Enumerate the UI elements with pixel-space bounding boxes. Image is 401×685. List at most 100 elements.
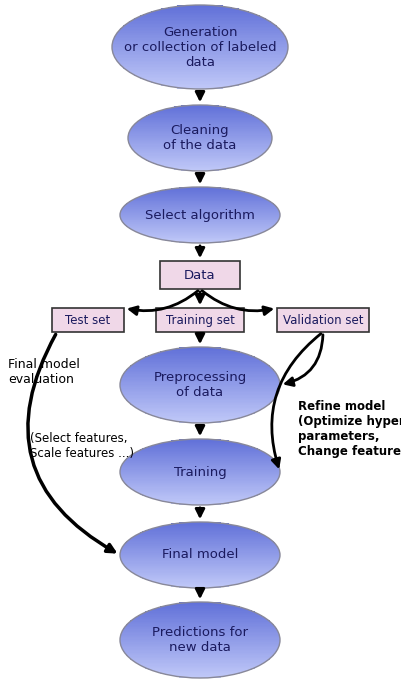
Bar [121, 379, 279, 382]
Bar [156, 10, 244, 12]
Bar [129, 132, 271, 134]
Bar [129, 142, 271, 144]
Bar [148, 355, 252, 357]
Bar [113, 40, 287, 42]
Bar [124, 482, 276, 484]
Bar [156, 582, 245, 583]
Bar [148, 446, 252, 447]
Bar [125, 625, 275, 627]
Bar [113, 41, 288, 43]
Bar [152, 445, 248, 447]
Bar [121, 388, 279, 390]
Bar [164, 109, 236, 110]
Bar [122, 376, 278, 377]
Bar [122, 209, 279, 210]
Text: Select algorithm: Select algorithm [145, 208, 255, 221]
Bar [121, 378, 279, 380]
Bar [112, 48, 288, 50]
Bar [129, 656, 271, 658]
Bar [127, 23, 273, 25]
Bar [179, 586, 221, 588]
Bar [145, 412, 255, 414]
Bar [136, 451, 264, 453]
Bar [124, 481, 277, 482]
Bar [147, 79, 253, 82]
Bar [160, 525, 240, 527]
Bar [160, 238, 240, 240]
Bar [122, 560, 279, 562]
Bar [130, 621, 269, 622]
Bar [121, 211, 279, 212]
Bar [154, 162, 247, 164]
Bar [152, 528, 248, 530]
Text: Cleaning
of the data: Cleaning of the data [163, 124, 237, 152]
Bar [120, 553, 280, 554]
Bar [168, 7, 232, 9]
Bar [120, 474, 280, 475]
Bar [121, 467, 279, 469]
Bar [134, 536, 266, 537]
Bar [146, 159, 254, 160]
Bar [171, 603, 229, 606]
Bar [125, 483, 275, 484]
Bar [126, 567, 273, 569]
Bar [151, 81, 249, 83]
Bar [171, 188, 229, 190]
Bar [165, 419, 235, 420]
Bar [142, 195, 257, 197]
Bar [121, 390, 279, 392]
Bar [142, 577, 257, 579]
Bar [129, 401, 271, 403]
Bar [156, 671, 245, 673]
Bar [160, 351, 240, 353]
Bar [160, 583, 240, 584]
Bar [117, 32, 284, 34]
Bar [124, 564, 277, 565]
Bar [120, 212, 280, 213]
Bar [132, 199, 268, 201]
Bar [133, 125, 267, 127]
Bar [156, 191, 245, 192]
Bar [124, 397, 276, 398]
Bar [137, 153, 263, 155]
Bar [132, 127, 268, 128]
Bar [122, 377, 279, 379]
Bar [171, 675, 229, 676]
Bar [132, 571, 268, 573]
Bar [125, 543, 275, 544]
Bar [130, 455, 269, 457]
Bar [156, 527, 245, 528]
Bar [120, 386, 280, 388]
Bar [123, 207, 277, 209]
Bar [156, 238, 245, 239]
Bar [179, 523, 221, 524]
Bar [121, 476, 279, 478]
Bar [121, 645, 279, 647]
Bar [177, 5, 223, 8]
Bar [128, 457, 272, 459]
Bar [160, 606, 240, 608]
Bar [160, 443, 240, 445]
Bar [134, 199, 266, 200]
Bar [122, 547, 278, 549]
Bar [165, 240, 235, 241]
Bar [168, 167, 232, 169]
Text: Validation set: Validation set [283, 314, 363, 327]
Bar [165, 605, 235, 607]
Bar [120, 472, 280, 473]
Bar [171, 349, 229, 351]
Bar [112, 42, 288, 45]
Bar [128, 136, 272, 138]
Bar [145, 667, 255, 669]
Bar [140, 664, 260, 666]
Bar [145, 235, 255, 236]
Bar [125, 224, 275, 225]
Bar [142, 494, 257, 496]
Bar [156, 499, 245, 500]
Bar [128, 134, 272, 136]
Bar [124, 544, 276, 545]
Bar [174, 168, 226, 170]
Bar [128, 400, 272, 402]
Bar [156, 416, 245, 417]
Bar [122, 221, 278, 222]
